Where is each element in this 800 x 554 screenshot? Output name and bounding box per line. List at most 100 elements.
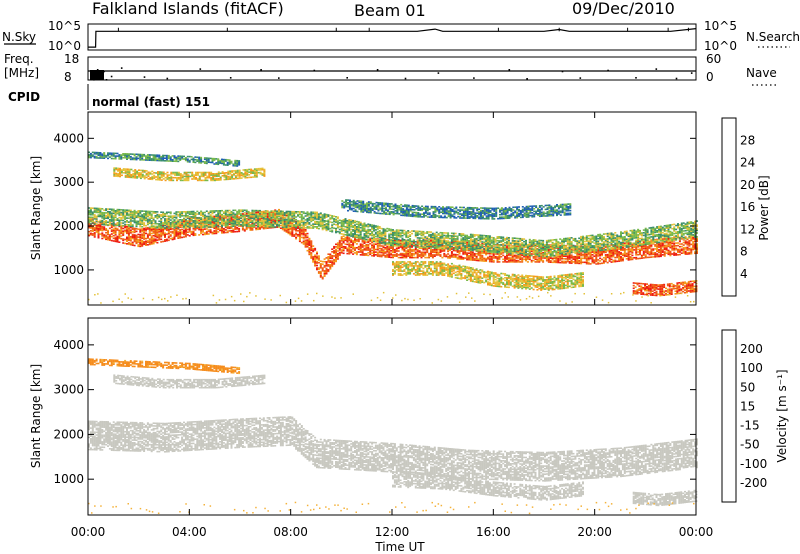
- heat-cell: [131, 236, 134, 238]
- heat-cell: [354, 234, 356, 237]
- heat-cell: [399, 239, 402, 242]
- heat-cell: [120, 235, 123, 237]
- heat-cell: [333, 261, 336, 264]
- heat-cell: [253, 209, 256, 212]
- heat-cell: [412, 240, 415, 243]
- heat-cell: [621, 253, 624, 255]
- heat-cell: [357, 227, 360, 230]
- heat-cell: [388, 245, 391, 248]
- heat-cell: [392, 246, 394, 248]
- heat-cell: [667, 243, 670, 245]
- heat-cell: [127, 213, 130, 215]
- heat-cell: [188, 217, 191, 220]
- heat-cell: [559, 261, 562, 264]
- heat-cell: [110, 239, 113, 242]
- heat-cell: [171, 217, 174, 220]
- heat-cell: [659, 247, 662, 250]
- heat-cell: [234, 213, 237, 216]
- heat-cell: [126, 232, 128, 235]
- heat-cell: [359, 254, 362, 256]
- heat-cell: [336, 252, 339, 255]
- heat-cell: [338, 246, 341, 248]
- heat-cell: [393, 233, 396, 235]
- heat-cell: [363, 223, 366, 226]
- heat-cell: [479, 254, 482, 257]
- heat-cell: [555, 261, 558, 264]
- heat-cell: [184, 227, 187, 230]
- heat-cell: [211, 222, 214, 224]
- heat-cell: [259, 213, 261, 216]
- heat-cell: [506, 255, 508, 258]
- heat-cell: [89, 217, 92, 220]
- heat-cell: [287, 230, 290, 232]
- heat-cell: [171, 238, 174, 241]
- heat-cell: [203, 220, 206, 223]
- heat-cell: [549, 245, 552, 248]
- heat-cell: [143, 222, 146, 224]
- heat-cell: [373, 235, 375, 237]
- heat-cell: [196, 225, 199, 227]
- heat-cell: [99, 225, 102, 227]
- heat-cell: [266, 212, 269, 215]
- heat-cell: [640, 249, 643, 251]
- heat-cell: [110, 219, 113, 221]
- heat-cell: [363, 222, 366, 225]
- heat-cell: [547, 261, 550, 263]
- heat-cell: [245, 214, 248, 217]
- heat-cell: [251, 217, 254, 220]
- heat-cell: [621, 257, 624, 259]
- nave-point: [346, 77, 348, 79]
- heat-cell: [202, 224, 204, 227]
- heat-cell: [205, 224, 208, 227]
- heat-cell: [608, 252, 611, 254]
- heat-cell: [424, 254, 427, 256]
- heat-cell: [116, 239, 119, 242]
- heat-cell: [137, 244, 140, 246]
- heat-cell: [192, 222, 195, 225]
- heat-cell: [363, 234, 366, 236]
- heat-cell: [616, 247, 619, 249]
- heat-cell: [519, 257, 522, 259]
- heat-cell: [232, 229, 235, 232]
- heat-cell: [519, 258, 522, 261]
- heat-cell: [143, 231, 146, 234]
- heat-cell: [274, 215, 277, 218]
- heat-cell: [682, 244, 685, 246]
- heat-cell: [525, 259, 527, 262]
- heat-cell: [393, 231, 396, 234]
- heat-cell: [656, 245, 659, 247]
- heat-cell: [186, 216, 189, 218]
- heat-cell: [673, 245, 676, 247]
- heat-cell: [338, 228, 341, 231]
- heat-cell: [327, 270, 330, 273]
- heat-cell: [338, 242, 341, 245]
- heat-cell: [310, 244, 313, 246]
- heat-cell: [192, 226, 195, 229]
- heat-cell: [403, 255, 406, 257]
- heat-cell: [321, 268, 324, 271]
- heat-cell: [367, 244, 370, 246]
- heat-cell: [234, 217, 237, 219]
- heat-cell: [399, 256, 402, 259]
- heat-cell: [103, 223, 106, 226]
- heat-cell: [164, 224, 166, 227]
- heat-cell: [386, 230, 389, 232]
- nave-point: [99, 77, 101, 79]
- heat-cell: [270, 212, 273, 215]
- heat-cell: [126, 219, 128, 222]
- heat-cell: [150, 221, 153, 223]
- heat-cell: [340, 237, 343, 239]
- heat-cell: [295, 233, 298, 236]
- heat-cell: [409, 243, 412, 246]
- heat-cell: [447, 246, 450, 249]
- heat-cell: [287, 214, 290, 217]
- heat-cell: [131, 216, 134, 218]
- heat-cell: [513, 259, 516, 262]
- heat-cell: [232, 224, 235, 226]
- heat-cell: [266, 223, 269, 225]
- heat-cell: [321, 222, 324, 224]
- heat-cell: [260, 224, 263, 227]
- heat-cell: [228, 217, 231, 220]
- heat-cell: [222, 231, 225, 234]
- heat-cell: [91, 216, 94, 219]
